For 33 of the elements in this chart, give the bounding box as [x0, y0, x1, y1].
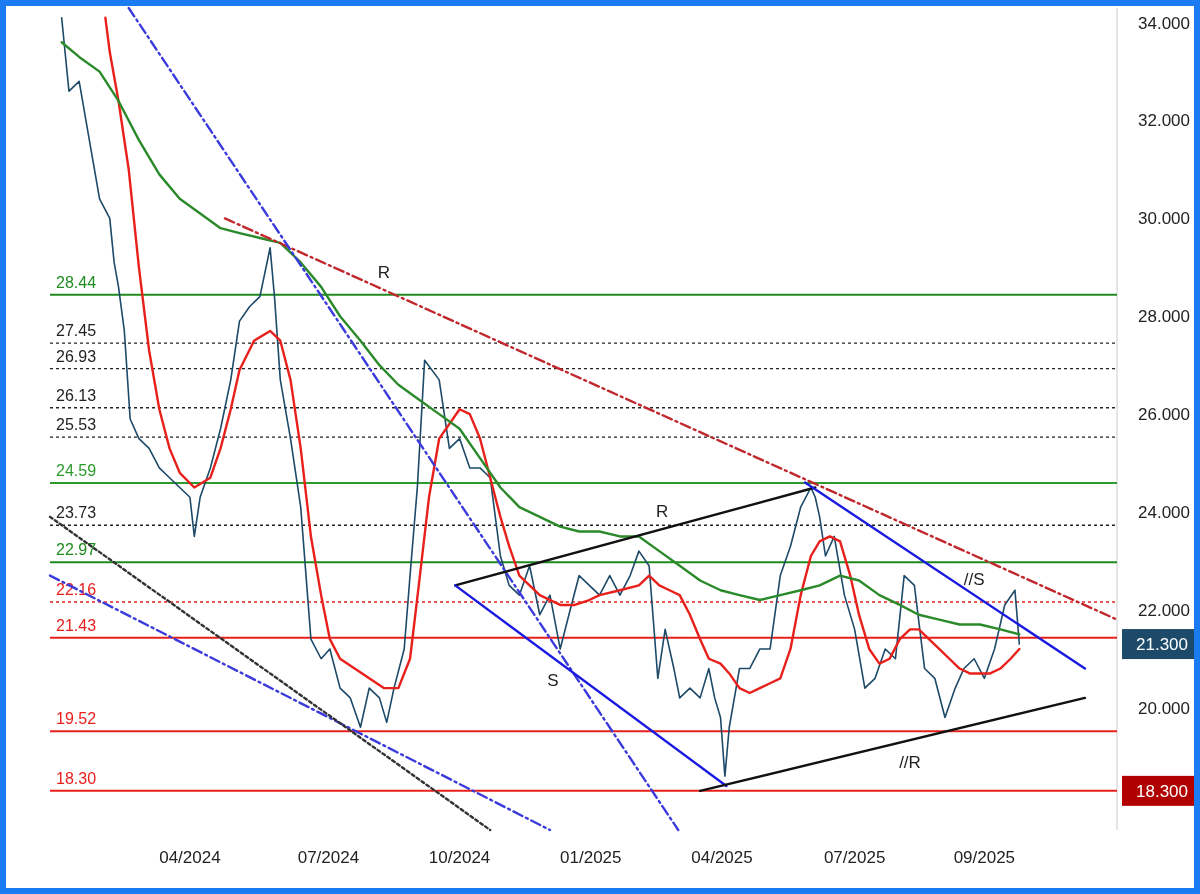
x-tick-label: 04/2024	[159, 848, 221, 867]
y-tick-label: 26.000	[1138, 405, 1190, 425]
x-tick-label: 04/2025	[691, 848, 753, 867]
ref-line-label: 18.30	[56, 769, 97, 787]
ref-line-label: 23.73	[56, 504, 97, 522]
x-tick-label: 01/2025	[560, 848, 622, 867]
ref-line-label: 22.97	[56, 541, 97, 559]
x-tick-label: 09/2025	[953, 848, 1016, 867]
ref-line-label: 27.45	[56, 322, 97, 340]
annotation: 18.300	[1136, 781, 1188, 801]
ref-line-label: 28.44	[56, 273, 97, 291]
ref-line-label: 25.53	[56, 416, 97, 434]
y-tick-label: 20.000	[1138, 698, 1190, 718]
annotation: //S	[963, 570, 985, 590]
text: 21.300	[1136, 635, 1188, 655]
y-tick-label: 32.000	[1138, 111, 1190, 131]
annotation: R	[377, 262, 390, 282]
x-tick-label: 07/2024	[297, 848, 360, 867]
ref-line-label: 21.43	[56, 616, 97, 634]
annotation: //R	[899, 752, 921, 772]
ref-line-label: 26.93	[56, 347, 97, 365]
annotation: R	[656, 502, 669, 522]
y-tick-label: 28.000	[1138, 307, 1190, 327]
y-tick-label: 30.000	[1138, 209, 1190, 229]
ref-line-label: 26.13	[56, 386, 97, 404]
x-tick-label: 07/2025	[823, 848, 886, 867]
annotation: S	[547, 670, 559, 690]
y-tick-label: 34.000	[1138, 13, 1190, 33]
ref-line-label: 19.52	[56, 710, 97, 728]
y-tick-label: 24.000	[1138, 502, 1190, 522]
y-tick-label: 22.000	[1138, 600, 1190, 620]
ref-line-label: 24.59	[56, 462, 97, 480]
x-tick-label: 10/2024	[428, 848, 491, 867]
